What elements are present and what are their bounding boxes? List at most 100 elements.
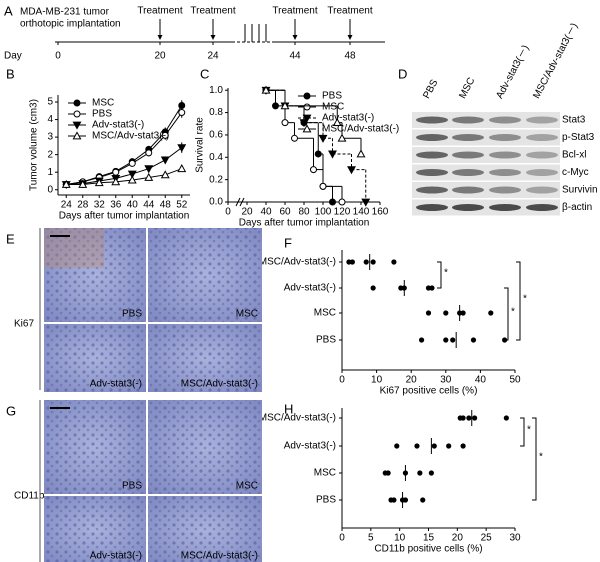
- blot-band: [489, 169, 521, 176]
- micrograph-label: PBS: [122, 309, 142, 320]
- x-tick-label: 30: [440, 375, 452, 386]
- dot: [394, 443, 400, 449]
- micrograph-label: MSC/Adv-stat3(-): [181, 551, 258, 562]
- marker: [160, 156, 170, 165]
- dot: [414, 443, 420, 449]
- marker: [178, 109, 186, 117]
- y-tick-label: 0.4: [209, 152, 223, 163]
- significance-label: *: [511, 307, 515, 318]
- legend-label: MSC/Adv-stat3(-): [322, 124, 399, 135]
- micrograph-label: MSC: [236, 481, 258, 492]
- protein-label: β-actin: [562, 202, 592, 213]
- micrograph-cells: [148, 400, 262, 494]
- x-tick-label: 20: [241, 207, 253, 218]
- panel-label: H: [284, 401, 293, 416]
- dot: [429, 285, 435, 291]
- legend-marker: [302, 114, 312, 123]
- panel-label: F: [284, 235, 292, 250]
- y-axis-label: Tumor volume (cm3): [29, 99, 40, 191]
- dot: [418, 337, 425, 343]
- micrograph-label: PBS: [122, 481, 142, 492]
- y-tick-label: 0.0: [209, 197, 223, 208]
- stain-label: Ki67: [14, 319, 34, 330]
- dot: [443, 310, 449, 316]
- x-tick-label: 100: [315, 207, 332, 218]
- significance-bracket: [516, 261, 521, 341]
- y-tick-label: 1.0: [209, 85, 223, 96]
- x-tick-label: 10: [394, 533, 406, 544]
- significance-label: *: [527, 425, 531, 436]
- day-label: 20: [154, 51, 166, 62]
- blot-band: [452, 169, 484, 176]
- timeline-title: orthotopic implantation: [20, 19, 121, 30]
- dot: [402, 497, 409, 503]
- y-tick-label: MSC: [314, 308, 336, 319]
- protein-label: c-Myc: [562, 167, 589, 178]
- x-axis-label: Days after tumor implantation: [239, 218, 370, 229]
- blot-band: [416, 151, 448, 159]
- micrograph-cells: [44, 228, 146, 322]
- blot-strip: [412, 129, 560, 146]
- lane-label: MSC: [457, 76, 477, 101]
- marker: [319, 182, 327, 190]
- axis-break: [235, 197, 245, 207]
- x-tick-label: 50: [509, 375, 521, 386]
- significance-label: *: [444, 268, 448, 279]
- marker: [78, 179, 88, 188]
- x-tick-label: 0: [339, 375, 345, 386]
- y-tick-label: 5: [47, 97, 53, 108]
- marker: [145, 149, 153, 157]
- blot-band: [416, 204, 448, 211]
- blot-band: [526, 204, 558, 211]
- x-tick-label: 40: [127, 200, 139, 211]
- x-tick-label: 60: [279, 207, 291, 218]
- marker: [61, 179, 71, 188]
- x-tick-label: 30: [509, 533, 521, 544]
- blot-band: [452, 134, 484, 141]
- marker: [94, 178, 104, 187]
- legend-label: MSC: [322, 102, 344, 113]
- arrow-head: [157, 35, 163, 40]
- legend-label: PBS: [322, 91, 342, 102]
- significance-label: *: [523, 294, 527, 305]
- dot: [349, 259, 355, 265]
- y-tick-label: Adv-stat3(-): [284, 283, 336, 294]
- blot-strip: [412, 112, 560, 128]
- blot-band: [489, 134, 521, 141]
- y-tick-label: PBS: [316, 335, 336, 346]
- micrograph-cells: [148, 228, 262, 322]
- day-label: 0: [55, 51, 61, 62]
- treatment-label: Treatment: [327, 6, 372, 17]
- marker: [328, 150, 337, 159]
- legend-marker: [72, 121, 82, 130]
- x-tick-label: 52: [176, 200, 188, 211]
- marker: [144, 172, 154, 181]
- micrograph-label: MSC: [236, 309, 258, 320]
- protein-label: p-Stat3: [562, 132, 595, 143]
- panel-label: E: [6, 231, 15, 246]
- marker: [356, 149, 366, 158]
- blot-band: [489, 204, 521, 211]
- dot: [385, 470, 391, 476]
- arrow-head: [292, 35, 298, 40]
- significance-bracket: [437, 261, 442, 289]
- x-tick-label: 40: [475, 375, 487, 386]
- dot: [503, 415, 509, 421]
- arrow-head: [347, 35, 353, 40]
- dot: [460, 310, 466, 316]
- dot: [391, 259, 397, 265]
- legend-label: Adv-stat3(-): [322, 113, 374, 124]
- marker: [361, 198, 371, 207]
- legend-marker: [73, 110, 81, 118]
- timeline-title: MDA-MB-231 tumor: [20, 7, 110, 18]
- x-tick-label: 5: [368, 533, 374, 544]
- x-tick-label: 25: [481, 533, 493, 544]
- micrograph-cells: [44, 324, 146, 392]
- dot: [428, 470, 434, 476]
- dot: [425, 310, 432, 316]
- marker: [329, 198, 336, 206]
- blot-band: [452, 186, 484, 194]
- micrograph-label: MSC/Adv-stat3(-): [181, 379, 258, 390]
- lane-label: MSC/Adv-stat3(－): [531, 21, 580, 100]
- blot-band: [416, 116, 448, 124]
